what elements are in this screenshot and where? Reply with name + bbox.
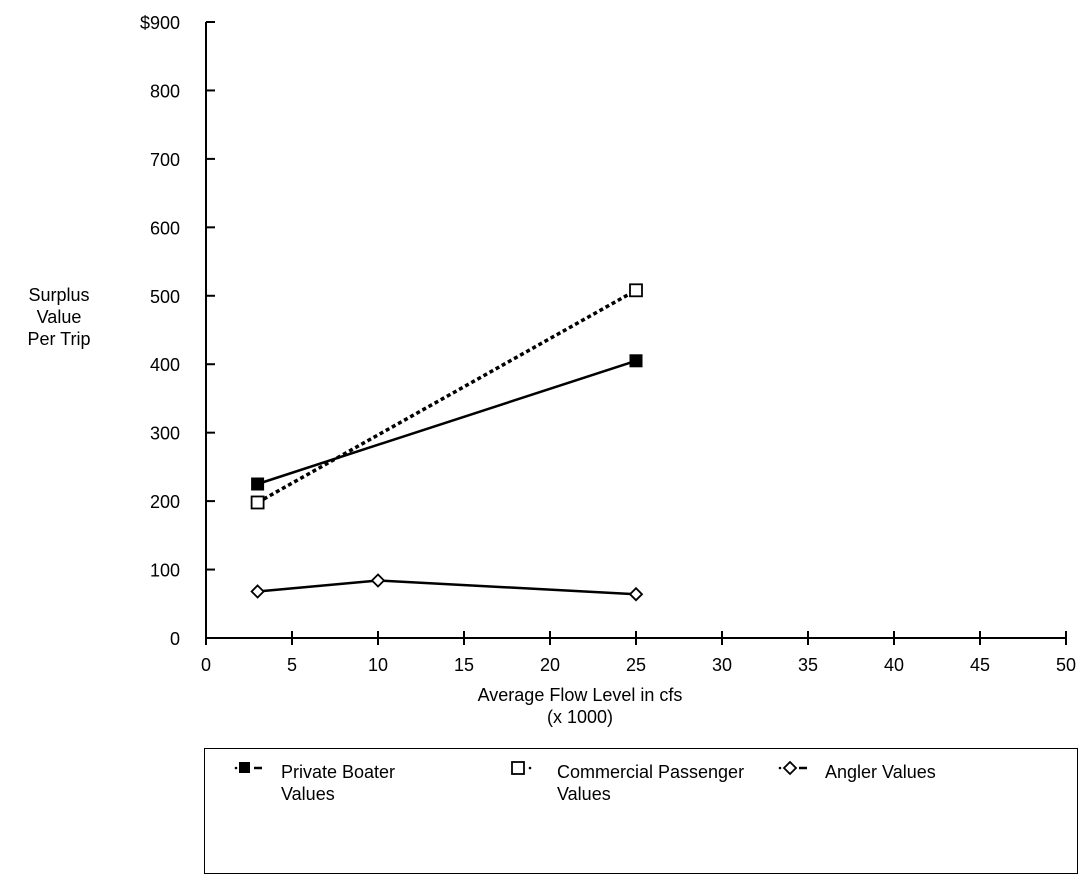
x-tick-label: 45 bbox=[970, 655, 990, 675]
legend-label: Private Boater Values bbox=[281, 761, 421, 805]
axes bbox=[205, 22, 1066, 639]
x-tick-label: 5 bbox=[287, 655, 297, 675]
legend-label-text: Commercial Passenger Values bbox=[557, 762, 745, 804]
y-axis-label-line: Value bbox=[36, 307, 82, 327]
x-tick-label: 50 bbox=[1056, 655, 1076, 675]
legend-label: Commercial Passenger Values bbox=[557, 761, 747, 805]
x-axis-label-line: (x 1000) bbox=[546, 707, 614, 727]
legend-label: Angler Values bbox=[825, 761, 936, 783]
series-line-1 bbox=[257, 359, 637, 486]
legend: Private Boater Values Commercial Passeng… bbox=[204, 748, 1078, 874]
data-point-commercial-passenger bbox=[250, 495, 265, 510]
x-axis-ticks: 0 5 10 15 20 25 30 35 40 45 50 bbox=[201, 631, 1076, 675]
y-tick-label: 0 bbox=[170, 629, 180, 649]
series-line-3 bbox=[257, 579, 637, 596]
x-tick-label: 0 bbox=[201, 655, 211, 675]
data-point-angler bbox=[370, 573, 386, 588]
open-square-icon bbox=[511, 761, 532, 775]
series-line-2 bbox=[256, 288, 637, 505]
y-tick-label: 300 bbox=[150, 424, 180, 444]
legend-label-text: Angler Values bbox=[825, 762, 936, 782]
x-axis-label-line: Average Flow Level in cfs bbox=[477, 685, 683, 705]
x-tick-label: 15 bbox=[454, 655, 474, 675]
filled-square-icon bbox=[234, 762, 262, 773]
data-point-private-boater bbox=[251, 477, 265, 491]
y-tick-label: $900 bbox=[140, 13, 180, 33]
x-tick-label: 35 bbox=[798, 655, 818, 675]
x-tick-label: 30 bbox=[712, 655, 732, 675]
series-layer bbox=[250, 283, 644, 602]
data-point-private-boater bbox=[629, 354, 643, 368]
y-tick-label: 200 bbox=[150, 492, 180, 512]
y-tick-label: 100 bbox=[150, 561, 180, 581]
y-axis-label: Surplus Value Per Trip bbox=[4, 284, 114, 350]
x-tick-label: 25 bbox=[626, 655, 646, 675]
x-tick-label: 20 bbox=[540, 655, 560, 675]
data-point-angler bbox=[250, 584, 265, 599]
x-tick-label: 40 bbox=[884, 655, 904, 675]
y-tick-label: 400 bbox=[150, 355, 180, 375]
y-tick-label: 800 bbox=[150, 81, 180, 101]
legend-label-text: Private Boater Values bbox=[281, 762, 396, 804]
data-point-angler bbox=[628, 586, 644, 602]
open-diamond-icon bbox=[778, 761, 807, 776]
y-tick-label: 500 bbox=[150, 287, 180, 307]
x-tick-label: 10 bbox=[368, 655, 388, 675]
x-axis-label: Average Flow Level in cfs (x 1000) bbox=[380, 684, 780, 728]
y-axis-ticks: 0 100 200 300 400 500 600 700 800 $900 bbox=[140, 13, 215, 649]
y-tick-label: 600 bbox=[150, 218, 180, 238]
y-axis-label-line: Surplus bbox=[28, 285, 90, 305]
y-tick-label: 700 bbox=[150, 150, 180, 170]
y-axis-label-line: Per Trip bbox=[27, 329, 91, 349]
data-point-commercial-passenger bbox=[629, 283, 643, 298]
